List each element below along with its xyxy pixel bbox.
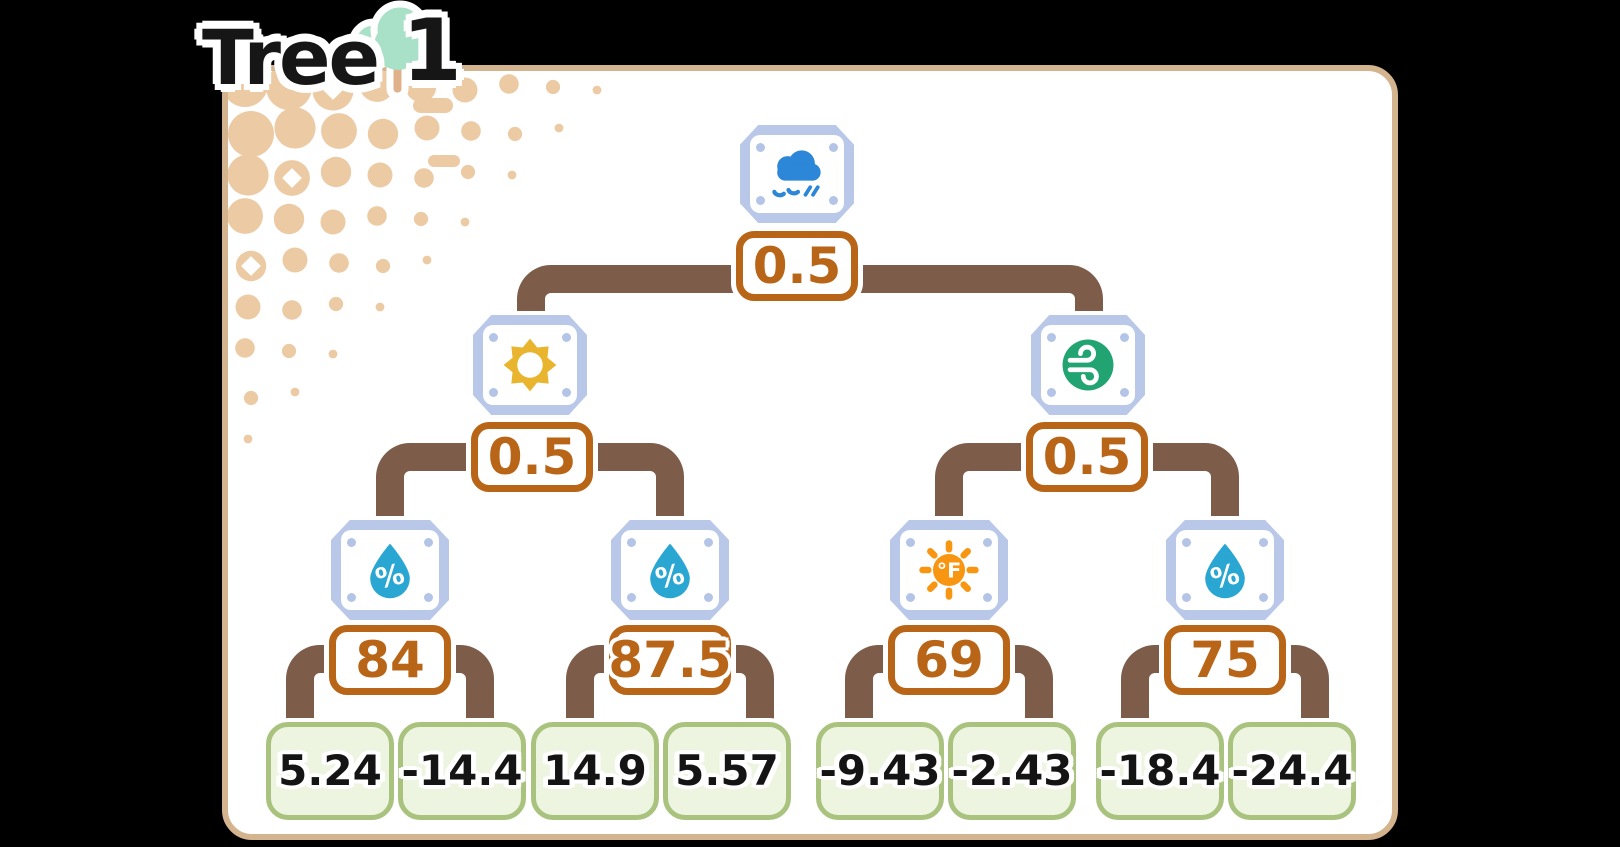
threshold-box-hum-75: 75 [1164, 625, 1286, 695]
node-wind [1031, 315, 1145, 415]
node-humidity-3: % [1166, 520, 1284, 620]
screw-icon [1182, 538, 1191, 547]
screw-icon [1047, 333, 1056, 342]
screw-icon [756, 196, 765, 205]
leaf-value: 5.24 [278, 746, 382, 795]
humidity-icon: % [370, 543, 410, 599]
leaf-value-4: 5.57 [663, 722, 791, 820]
plaque-frame: °F [890, 520, 1008, 620]
leaf-value-6: -2.43 [948, 722, 1076, 820]
page-title: Tree [202, 13, 380, 102]
leaf-value: -14.4 [401, 746, 523, 795]
screw-icon [627, 593, 636, 602]
leaf-value-7: -18.4 [1096, 722, 1224, 820]
threshold-box-left: 0.5 [471, 422, 593, 492]
threshold-box-right: 0.5 [1026, 422, 1148, 492]
threshold-value: 87.5 [608, 631, 732, 689]
sun-icon [503, 338, 557, 392]
screw-icon [424, 593, 433, 602]
leaf-value: -9.43 [819, 746, 941, 795]
leaf-value-2: -14.4 [398, 722, 526, 820]
leaf-value-5: -9.43 [816, 722, 944, 820]
screw-icon [1259, 538, 1268, 547]
threshold-value: 69 [914, 631, 984, 689]
screw-icon [983, 538, 992, 547]
plaque-frame: % [1166, 520, 1284, 620]
rain-cloud-icon [772, 150, 821, 198]
threshold-value: 75 [1190, 631, 1260, 689]
threshold-box-temp-69: 69 [888, 625, 1010, 695]
screw-icon [906, 593, 915, 602]
halftone-dots-decoration [228, 71, 602, 444]
threshold-value: 0.5 [752, 237, 842, 295]
screw-icon [704, 538, 713, 547]
leaf-value-3: 14.9 [531, 722, 659, 820]
threshold-box-hum-87: 87.5 [608, 625, 732, 695]
wind-icon [1062, 339, 1114, 391]
node-temperature: °F [890, 520, 1008, 620]
leaf-value: -2.43 [951, 746, 1073, 795]
screw-icon [562, 333, 571, 342]
tree-number: 1 [402, 1, 462, 101]
screw-icon [1120, 388, 1129, 397]
humidity-icon: % [650, 543, 690, 599]
leaf-value: -18.4 [1099, 746, 1221, 795]
screw-icon [1120, 333, 1129, 342]
plaque-frame [740, 125, 854, 223]
screw-icon [829, 143, 838, 152]
screw-icon [562, 388, 571, 397]
screw-icon [756, 143, 765, 152]
node-humidity-2: % [611, 520, 729, 620]
leaf-value: 14.9 [543, 746, 647, 795]
threshold-value: 84 [355, 631, 425, 689]
leaf-value: -24.4 [1231, 746, 1353, 795]
plaque-frame: % [331, 520, 449, 620]
screw-icon [347, 593, 356, 602]
threshold-box-hum-84: 84 [329, 625, 451, 695]
screw-icon [1047, 388, 1056, 397]
screw-icon [489, 388, 498, 397]
screw-icon [1182, 593, 1191, 602]
fahrenheit-label: °F [937, 559, 962, 583]
temperature-f-icon: °F [919, 540, 979, 600]
screw-icon [906, 538, 915, 547]
node-root-rain [740, 125, 854, 223]
screw-icon [983, 593, 992, 602]
tree-icon [348, 0, 448, 100]
screw-icon [1259, 593, 1268, 602]
screw-icon [489, 333, 498, 342]
screw-icon [627, 538, 636, 547]
threshold-value: 0.5 [1042, 428, 1132, 486]
screw-icon [704, 593, 713, 602]
plaque-frame [1031, 315, 1145, 415]
humidity-icon: % [1205, 543, 1245, 599]
plaque-frame [473, 315, 587, 415]
leaf-value: 5.57 [675, 746, 779, 795]
leaf-value-8: -24.4 [1228, 722, 1356, 820]
node-humidity-1: % [331, 520, 449, 620]
leaf-value-1: 5.24 [266, 722, 394, 820]
plaque-frame: % [611, 520, 729, 620]
threshold-value: 0.5 [487, 428, 577, 486]
screw-icon [347, 538, 356, 547]
node-sun [473, 315, 587, 415]
screw-icon [424, 538, 433, 547]
threshold-box-root: 0.5 [736, 231, 858, 301]
screw-icon [829, 196, 838, 205]
